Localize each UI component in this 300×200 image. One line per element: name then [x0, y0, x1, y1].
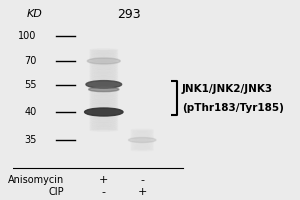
- Text: 55: 55: [24, 80, 37, 90]
- Text: (pThr183/Tyr185): (pThr183/Tyr185): [182, 103, 284, 113]
- Text: 100: 100: [18, 31, 37, 41]
- Ellipse shape: [86, 81, 122, 88]
- Text: 40: 40: [24, 107, 37, 117]
- Text: +: +: [99, 175, 109, 185]
- Text: CIP: CIP: [48, 187, 64, 197]
- Text: KD: KD: [27, 9, 43, 19]
- Ellipse shape: [87, 58, 120, 64]
- Text: 35: 35: [24, 135, 37, 145]
- Ellipse shape: [128, 138, 156, 142]
- Text: 70: 70: [24, 56, 37, 66]
- Text: -: -: [140, 175, 144, 185]
- Text: +: +: [137, 187, 147, 197]
- Text: Anisomycin: Anisomycin: [8, 175, 64, 185]
- Text: JNK1/JNK2/JNK3: JNK1/JNK2/JNK3: [182, 84, 273, 94]
- Ellipse shape: [85, 108, 123, 116]
- Ellipse shape: [89, 87, 119, 92]
- Text: 293: 293: [117, 7, 140, 21]
- Text: -: -: [102, 187, 106, 197]
